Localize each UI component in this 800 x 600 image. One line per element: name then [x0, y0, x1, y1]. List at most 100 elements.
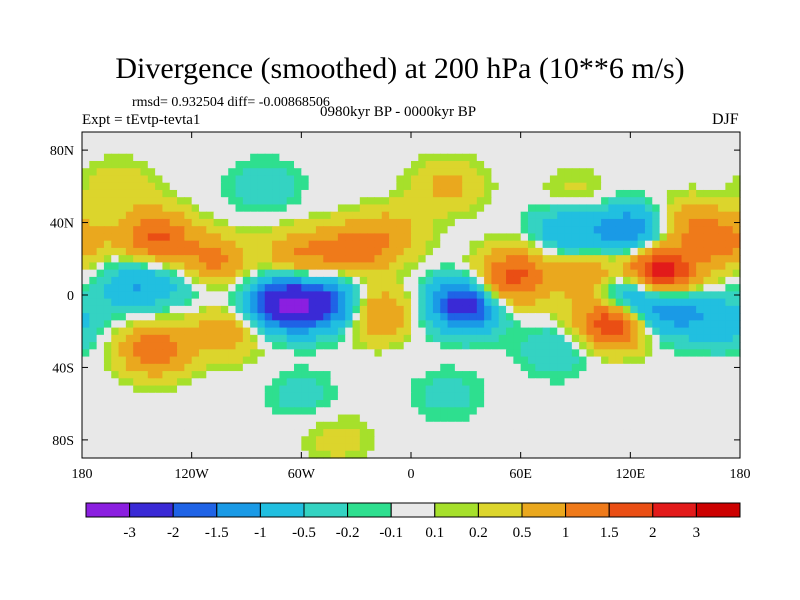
heatmap-cell: [440, 276, 449, 285]
heatmap-cell: [337, 371, 346, 379]
heatmap-cell: [177, 247, 185, 256]
heatmap-cell: [498, 269, 507, 278]
heatmap-cell: [454, 218, 463, 227]
heatmap-cell: [623, 371, 631, 379]
heatmap-cell: [162, 414, 171, 423]
heatmap-cell: [418, 429, 427, 437]
heatmap-cell: [374, 146, 383, 155]
heatmap-cell: [162, 262, 171, 271]
heatmap-cell: [725, 211, 734, 220]
heatmap-cell: [710, 363, 719, 372]
heatmap-cell: [535, 298, 544, 307]
heatmap-cell: [542, 356, 551, 365]
heatmap-cell: [637, 443, 646, 452]
heatmap-cell: [96, 298, 105, 307]
heatmap-cell: [718, 371, 726, 379]
heatmap-cell: [359, 305, 368, 314]
heatmap-cell: [206, 255, 215, 263]
heatmap-cell: [206, 247, 215, 256]
heatmap-cell: [396, 255, 405, 263]
heatmap-cell: [718, 269, 726, 278]
heatmap-cell: [513, 153, 522, 162]
heatmap-cell: [337, 233, 346, 242]
heatmap-cell: [257, 371, 266, 379]
heatmap-cell: [286, 175, 295, 184]
heatmap-cell: [279, 320, 288, 329]
heatmap-cell: [103, 175, 112, 184]
heatmap-cell: [82, 233, 90, 242]
heatmap-cell: [637, 255, 646, 263]
heatmap-cell: [140, 407, 149, 416]
heatmap-cell: [96, 407, 105, 416]
heatmap-cell: [454, 226, 463, 235]
heatmap-cell: [484, 276, 493, 285]
heatmap-cell: [447, 175, 456, 184]
heatmap-cell: [440, 407, 449, 416]
heatmap-cell: [235, 356, 244, 365]
heatmap-cell: [264, 153, 273, 162]
heatmap-cell: [425, 327, 434, 336]
heatmap-cell: [169, 392, 178, 401]
heatmap-cell: [513, 132, 522, 140]
heatmap-cell: [367, 284, 376, 292]
heatmap-cell: [688, 153, 697, 162]
heatmap-cell: [579, 436, 588, 445]
heatmap-cell: [82, 305, 90, 314]
heatmap-cell: [264, 320, 273, 329]
heatmap-cell: [257, 298, 266, 307]
heatmap-cell: [381, 421, 390, 430]
heatmap-cell: [513, 146, 522, 155]
heatmap-cell: [601, 168, 609, 177]
heatmap-cell: [103, 414, 112, 423]
heatmap-cell: [506, 443, 514, 452]
heatmap-cell: [279, 378, 288, 387]
heatmap-cell: [564, 378, 573, 387]
heatmap-cell: [425, 421, 434, 430]
heatmap-cell: [220, 313, 229, 321]
heatmap-cell: [367, 132, 376, 140]
heatmap-cell: [623, 443, 631, 452]
heatmap-cell: [432, 313, 441, 321]
heatmap-cell: [637, 269, 646, 278]
heatmap-cell: [696, 407, 705, 416]
heatmap-cell: [286, 414, 295, 423]
heatmap-cell: [206, 327, 215, 336]
heatmap-cell: [286, 204, 295, 213]
heatmap-cell: [337, 392, 346, 401]
heatmap-cell: [359, 407, 368, 416]
heatmap-cell: [652, 414, 661, 423]
heatmap-cell: [389, 168, 397, 177]
heatmap-cell: [89, 342, 98, 350]
heatmap-cell: [666, 255, 675, 263]
heatmap-cell: [213, 197, 222, 206]
heatmap-cell: [191, 392, 200, 401]
heatmap-cell: [359, 327, 368, 336]
heatmap-cell: [674, 189, 683, 198]
heatmap-cell: [542, 363, 551, 372]
heatmap-cell: [696, 349, 705, 358]
heatmap-cell: [352, 269, 361, 278]
heatmap-cell: [125, 139, 134, 148]
heatmap-cell: [206, 160, 215, 169]
heatmap-cell: [659, 327, 668, 336]
heatmap-cell: [637, 291, 646, 300]
heatmap-cell: [535, 385, 544, 394]
heatmap-cell: [696, 313, 705, 321]
heatmap-cell: [162, 291, 171, 300]
heatmap-cell: [644, 363, 653, 372]
heatmap-cell: [688, 255, 697, 263]
heatmap-cell: [155, 342, 164, 350]
heatmap-cell: [228, 132, 237, 140]
heatmap-cell: [381, 385, 390, 394]
heatmap-cell: [732, 197, 741, 206]
heatmap-cell: [557, 132, 566, 140]
heatmap-cell: [177, 218, 185, 227]
heatmap-cell: [579, 153, 588, 162]
heatmap-cell: [608, 197, 617, 206]
heatmap-cell: [454, 255, 463, 263]
heatmap-cell: [564, 132, 573, 140]
heatmap-cell: [454, 342, 463, 350]
heatmap-cell: [250, 291, 259, 300]
heatmap-cell: [389, 189, 397, 198]
heatmap-cell: [652, 226, 661, 235]
